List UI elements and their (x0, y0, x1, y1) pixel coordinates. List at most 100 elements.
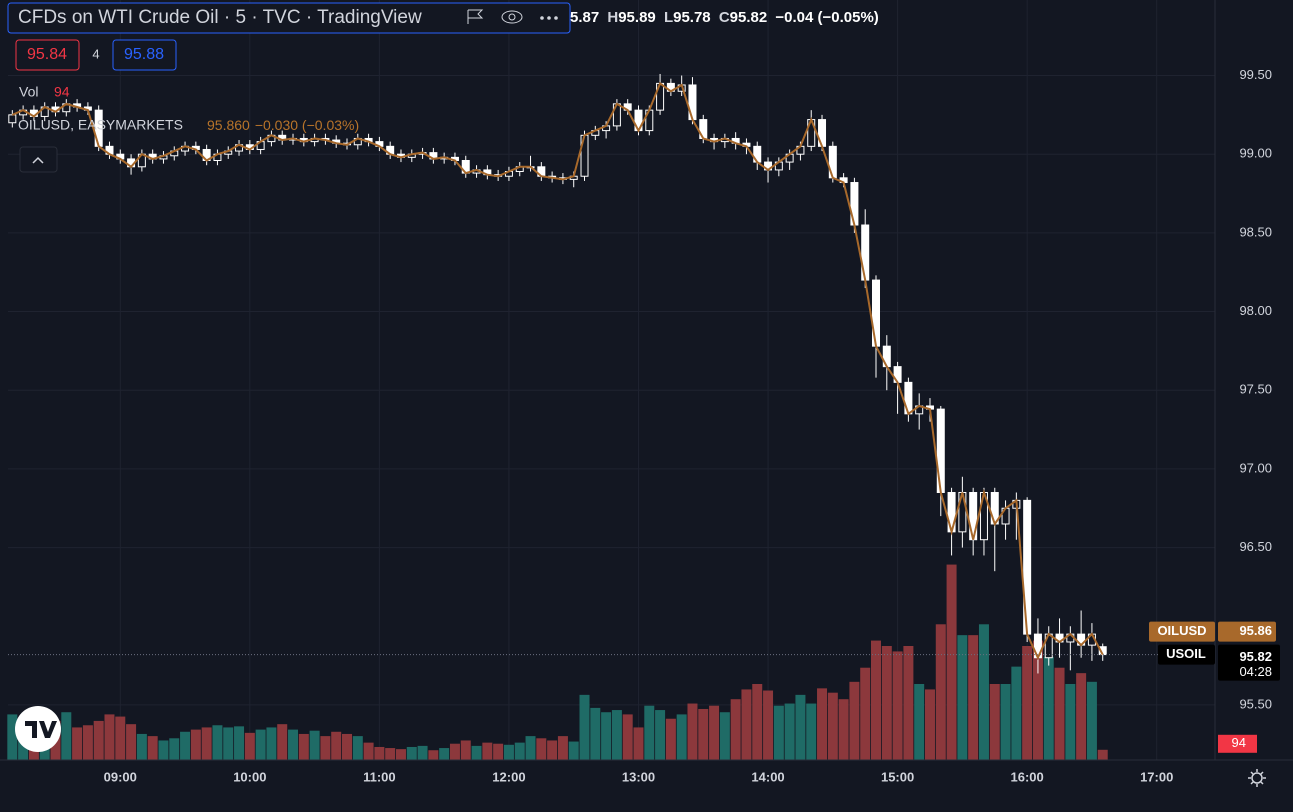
volume-bar (806, 703, 817, 760)
volume-bar (406, 746, 417, 760)
volume-bar (622, 714, 633, 760)
volume-bar (514, 742, 525, 760)
y-tick-label: 97.00 (1239, 460, 1272, 475)
volume-bar (1000, 684, 1011, 760)
volume-bar (557, 736, 568, 760)
volume-bar (536, 738, 547, 760)
volume-bar (471, 745, 482, 760)
volume-bar (363, 742, 374, 760)
sell-box[interactable] (15, 39, 80, 71)
candle-body (8, 114, 17, 124)
main-tag-box (1158, 644, 1215, 665)
volume-bar (104, 714, 115, 760)
volume-bar (989, 684, 1000, 760)
volume-bar (1097, 749, 1108, 760)
high-value: 95.89 (618, 9, 656, 26)
volume-bar (655, 710, 666, 760)
settings-icon[interactable] (1248, 769, 1266, 787)
volume-bar (158, 740, 169, 760)
title-box[interactable] (7, 2, 571, 34)
volume-bar (212, 725, 223, 760)
buy-box[interactable] (112, 39, 177, 71)
low-key: L (664, 9, 673, 26)
volume-bar (503, 744, 514, 760)
title-icons (467, 9, 558, 24)
volume-bar (82, 725, 93, 760)
compare-value: 95.860 (207, 117, 250, 133)
volume-bar (298, 733, 309, 760)
eye-pupil (508, 13, 516, 21)
compare-legend-value: 95.860 −0.030 (−0.03%) (207, 117, 359, 133)
high-key: H (607, 9, 618, 26)
compare-tag: OILUSD (1157, 623, 1206, 638)
volume-bar (439, 748, 450, 760)
y-tick-label: 96.50 (1239, 539, 1272, 554)
volume-bar (698, 708, 709, 760)
compare-change: −0.030 (−0.03%) (255, 117, 359, 133)
volume-bar (244, 732, 255, 760)
volume-bar (309, 730, 320, 760)
volume-bar (320, 736, 331, 760)
volume-bar (547, 740, 558, 760)
volume-bar (849, 681, 860, 760)
y-tick-label: 99.50 (1239, 67, 1272, 82)
more-icon[interactable] (540, 16, 558, 20)
volume-bar (892, 651, 903, 760)
volume-bar (126, 724, 137, 760)
volume-bar (568, 741, 579, 760)
tv-logo (15, 706, 61, 752)
volume-bar (277, 724, 288, 760)
countdown: 04:28 (1239, 664, 1272, 679)
volume-bar (341, 733, 352, 760)
volume-bar (93, 720, 104, 760)
volume-legend-label: Vol (19, 84, 38, 100)
x-tick-label: 10:00 (233, 769, 266, 784)
volume-bar (871, 640, 882, 760)
volume-bar (169, 738, 180, 760)
volume-bar (665, 718, 676, 760)
volume-bar (1065, 684, 1076, 760)
open-value: 5.87 (570, 9, 599, 26)
compare-legend-name: OILUSD, EASYMARKETS (18, 117, 183, 133)
volume-bar (579, 694, 590, 760)
y-tick-label: 98.50 (1239, 224, 1272, 239)
volume-bar (136, 733, 147, 760)
volume-tag: 94 (1232, 735, 1246, 750)
volume-bar (741, 689, 752, 760)
spread: 4 (92, 46, 99, 61)
volume-bar (1086, 681, 1097, 760)
volume-bar (223, 727, 234, 760)
volume-bar (1022, 646, 1033, 760)
volume-bar (428, 750, 439, 760)
change-value: −0.04 (−0.05%) (775, 9, 878, 26)
x-tick-label: 11:00 (363, 769, 396, 784)
volume-bar (449, 743, 460, 760)
compare-tag-box (1149, 621, 1215, 642)
volume-bar (763, 690, 774, 760)
main-price: 95.82 (1239, 649, 1272, 664)
x-tick-label: 14:00 (751, 769, 784, 784)
volume-bar (115, 716, 126, 760)
volume-bar (460, 740, 471, 760)
flag-icon[interactable] (467, 9, 484, 24)
volume-bar (924, 689, 935, 760)
x-tick-label: 13:00 (622, 769, 655, 784)
close-key: C (719, 9, 730, 26)
volume-bar (719, 712, 730, 760)
eye-icon[interactable] (501, 10, 523, 24)
low-value: 95.78 (673, 9, 711, 26)
volume-bar (957, 635, 968, 760)
volume-bar (633, 727, 644, 760)
volume-bar (914, 684, 925, 760)
volume-bar (827, 692, 838, 760)
y-tick-label: 99.00 (1239, 146, 1272, 161)
collapse-icon (32, 156, 44, 164)
volume-bar (773, 705, 784, 760)
main-tag: USOIL (1166, 646, 1206, 661)
x-tick-label: 12:00 (492, 769, 525, 784)
volume-bar (795, 694, 806, 760)
volume-bar (601, 712, 612, 760)
volume-bar (525, 736, 536, 760)
volume-bar (1054, 667, 1065, 760)
